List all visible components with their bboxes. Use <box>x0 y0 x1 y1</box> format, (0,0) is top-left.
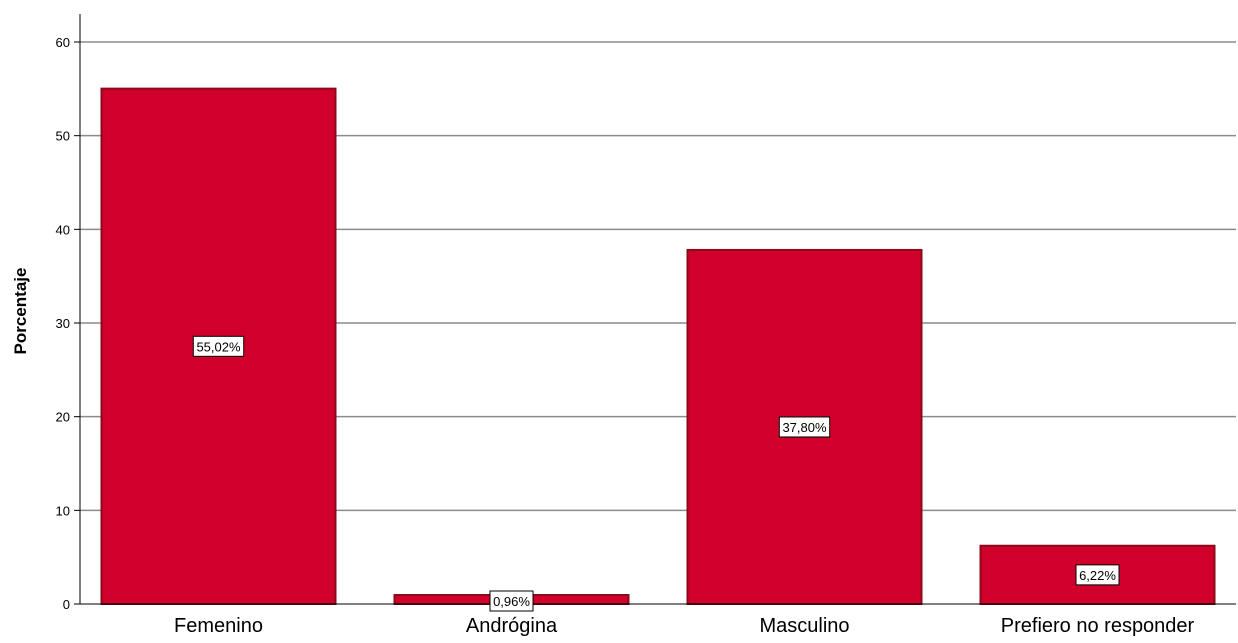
y-axis-label: Porcentaje <box>11 268 30 355</box>
y-tick-label: 40 <box>56 222 70 237</box>
y-tick-label: 0 <box>63 597 70 612</box>
bars <box>100 87 1216 605</box>
data-label-box <box>489 590 534 612</box>
data-label-text: 0,96% <box>493 594 530 609</box>
y-tick-label: 60 <box>56 35 70 50</box>
data-label: 0,96% <box>489 590 534 612</box>
data-label: 6,22% <box>1075 564 1120 586</box>
data-label-text: 37,80% <box>782 420 827 435</box>
y-tick-label: 30 <box>56 316 70 331</box>
y-tick-label: 10 <box>56 503 70 518</box>
y-tick-label: 20 <box>56 410 70 425</box>
axes <box>74 14 1236 605</box>
data-label-box <box>1075 564 1120 586</box>
data-label: 55,02% <box>192 335 245 357</box>
x-tick-label: Andrógina <box>466 615 558 637</box>
y-tick-labels: 0 10 20 30 40 50 60 <box>56 35 70 612</box>
data-labels: 55,02% 0,96% 37,80% 6,22% <box>192 335 1120 612</box>
data-label-text: 55,02% <box>196 339 241 354</box>
x-tick-label: Prefiero no responder <box>1001 615 1195 637</box>
data-label-text: 6,22% <box>1079 568 1116 583</box>
y-tick-label: 50 <box>56 129 70 144</box>
data-label-box <box>192 335 245 357</box>
data-label-box <box>778 416 831 438</box>
x-tick-label: Masculino <box>759 615 849 637</box>
x-tick-label: Femenino <box>174 615 263 637</box>
x-tick-labels: Femenino Andrógina Masculino Prefiero no re… <box>174 615 1195 637</box>
data-label: 37,80% <box>778 416 831 438</box>
